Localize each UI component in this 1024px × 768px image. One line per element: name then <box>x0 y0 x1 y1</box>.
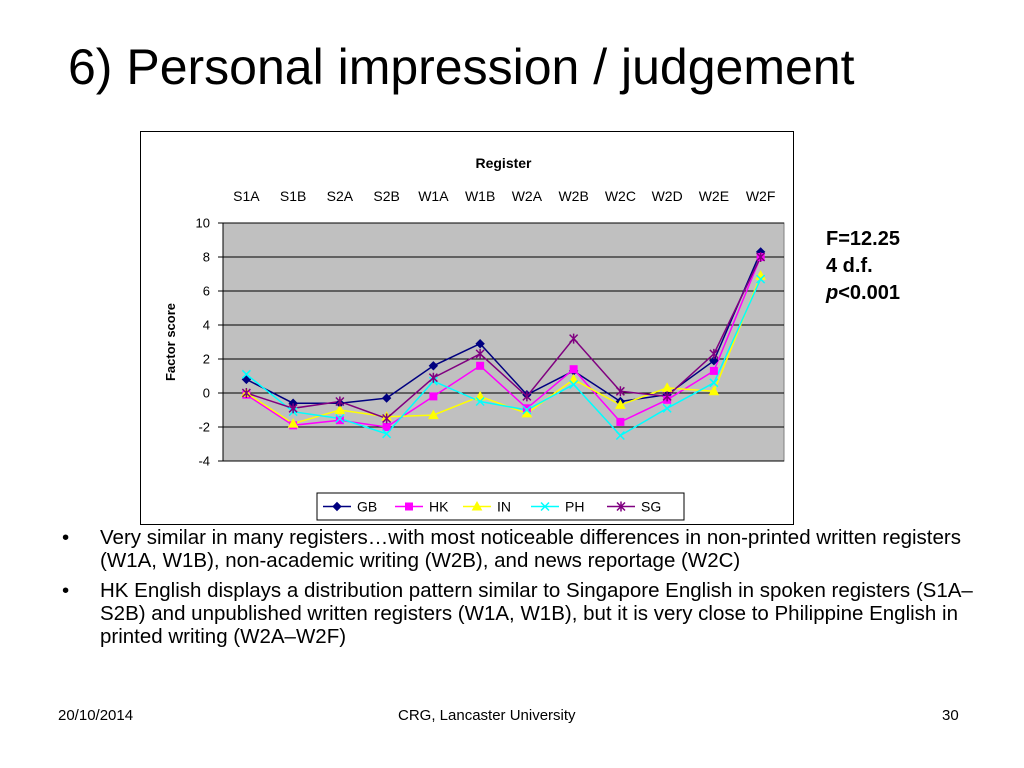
legend-label: GB <box>357 499 377 515</box>
point <box>334 404 346 414</box>
series-line-hk <box>245 256 762 428</box>
point <box>708 385 720 396</box>
point <box>569 333 579 344</box>
plot-area <box>222 222 785 462</box>
p-threshold: <0.001 <box>838 282 900 304</box>
point <box>475 396 485 407</box>
point <box>381 393 392 403</box>
point <box>475 338 485 349</box>
footer-date: 20/10/2014 <box>58 707 134 724</box>
point <box>568 373 579 384</box>
point <box>405 502 413 511</box>
bullet-item: • Very similar in many registers…with mos… <box>62 526 992 572</box>
point <box>709 378 719 388</box>
x-tick-label: W2F <box>746 188 776 204</box>
point <box>709 366 718 375</box>
point <box>382 413 392 424</box>
point <box>476 361 485 370</box>
x-tick-label: W1B <box>465 188 495 204</box>
slide-title: 6) Personal impression / judgement <box>68 39 855 95</box>
y-tick-label: -2 <box>198 420 210 435</box>
y-tick-label: -4 <box>198 454 210 469</box>
point <box>569 379 579 390</box>
bullet-dot: • <box>62 579 70 602</box>
y-tick-label: 2 <box>203 352 210 367</box>
degrees-of-freedom: 4 d.f. <box>826 255 873 277</box>
point <box>569 365 578 374</box>
y-tick-label: 8 <box>203 250 210 265</box>
x-tick-label: W2C <box>605 188 636 204</box>
x-tick-label: S2A <box>327 188 354 204</box>
y-tick-label: 6 <box>203 284 210 299</box>
y-tick-label: 0 <box>203 386 210 401</box>
y-tick-label: 4 <box>203 318 210 333</box>
point <box>709 355 719 366</box>
point <box>241 369 251 379</box>
y-tick-label: 10 <box>196 216 210 231</box>
point <box>335 413 345 424</box>
series-line-ph <box>245 278 762 437</box>
x-tick-label: S1B <box>280 188 306 204</box>
point <box>709 348 719 359</box>
point <box>662 391 672 402</box>
point <box>615 399 626 409</box>
point <box>288 403 298 414</box>
x-tick-label: S1A <box>233 188 260 204</box>
bullet-text: HK English displays a distribution patte… <box>100 579 973 648</box>
x-axis-title: Register <box>475 155 532 171</box>
point <box>471 500 483 511</box>
legend-label: SG <box>641 499 661 515</box>
chart-frame: 10 8 6 4 2 0 -2 -4 Factor score Register S1A S1B S2A… <box>140 131 794 525</box>
p-value: p<0.001 <box>826 280 900 307</box>
point <box>522 391 532 402</box>
bullet-dot: • <box>62 526 70 549</box>
point <box>540 501 550 512</box>
point <box>428 372 438 383</box>
point <box>475 348 485 359</box>
footer-center: CRG, Lancaster University <box>398 707 576 724</box>
y-axis-title: Factor score <box>163 303 178 381</box>
stats-box: F=12.25 4 d.f. p<0.001 <box>826 226 900 307</box>
bullet-text: Very similar in many registers…with most… <box>100 526 961 572</box>
point <box>428 409 439 420</box>
footer-page-number: 30 <box>942 707 959 724</box>
point <box>287 418 299 428</box>
point <box>241 374 252 385</box>
point <box>616 501 626 512</box>
p-symbol: p <box>826 282 839 304</box>
legend-label: HK <box>429 499 449 515</box>
point <box>335 396 345 407</box>
x-tick-label: S2B <box>373 188 399 204</box>
legend-label: IN <box>497 499 511 515</box>
series-line-sg <box>246 256 762 420</box>
bullet-item: • HK English displays a distribution patt… <box>62 579 992 648</box>
point <box>335 416 344 425</box>
point <box>428 361 439 371</box>
x-tick-label: W2B <box>558 188 588 204</box>
line-chart: 10 8 6 4 2 0 -2 -4 Factor score Register S1A S1B S2A… <box>163 155 785 521</box>
point <box>615 386 625 397</box>
point <box>241 388 251 398</box>
point <box>382 423 391 431</box>
x-tick-label: W2A <box>512 188 543 204</box>
point <box>382 429 392 439</box>
point <box>332 501 342 512</box>
point <box>756 274 766 284</box>
point <box>756 252 766 262</box>
point <box>616 417 625 426</box>
point <box>615 430 625 441</box>
point <box>429 392 438 401</box>
x-tick-label: W2E <box>699 188 729 204</box>
x-tick-label: W2D <box>652 188 683 204</box>
bullet-list: • Very similar in many registers…with mos… <box>62 526 992 655</box>
f-statistic: F=12.25 <box>826 228 900 250</box>
x-tick-label: W1A <box>418 188 449 204</box>
legend-label: PH <box>565 499 584 515</box>
point <box>522 405 532 415</box>
point <box>662 403 672 413</box>
point <box>474 390 486 401</box>
